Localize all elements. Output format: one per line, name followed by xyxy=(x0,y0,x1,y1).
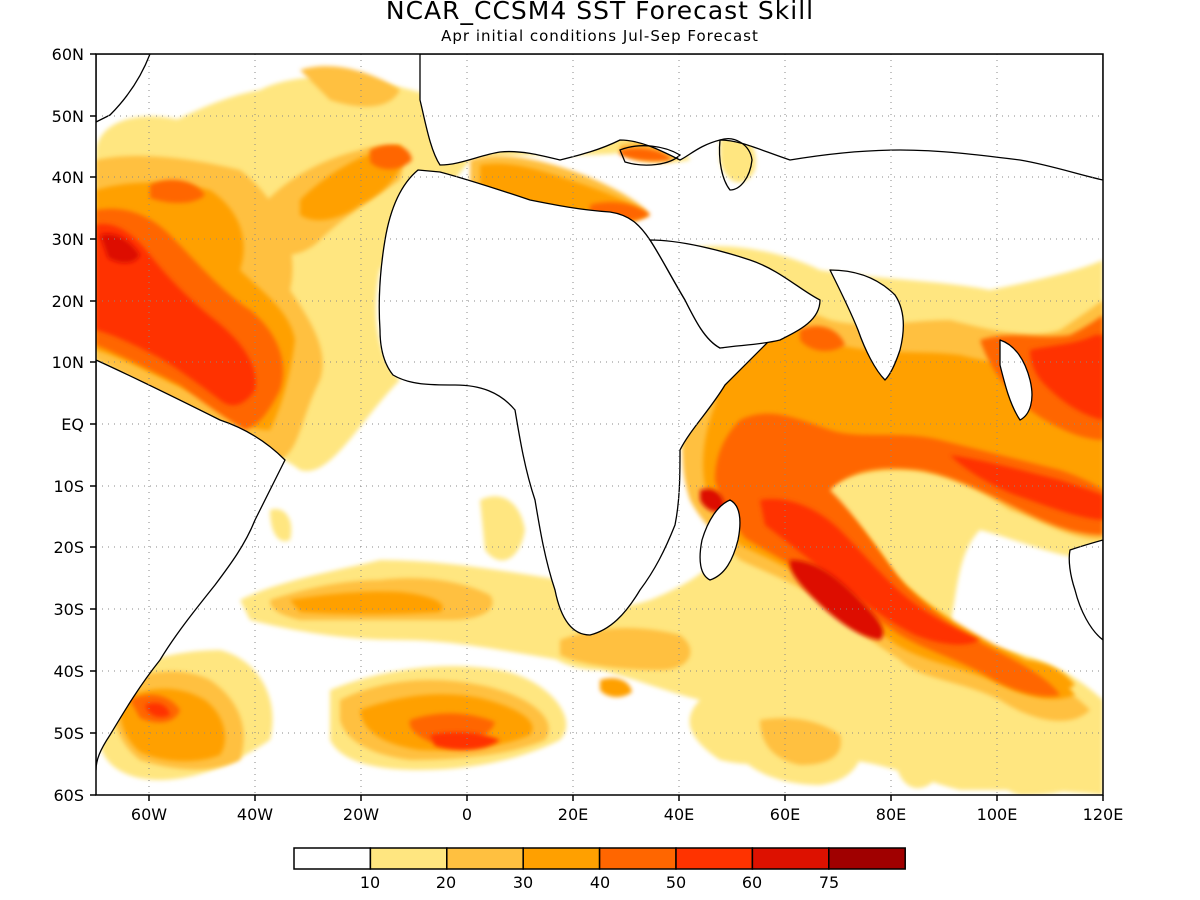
lat-label: 10N xyxy=(52,353,84,372)
colorbar-boxes xyxy=(293,847,906,870)
lat-label: 40S xyxy=(53,662,84,681)
lat-label: 50N xyxy=(52,107,84,126)
lat-labels: 60N 50N 40N 30N 20N 10N EQ 10S 20S 30S 4… xyxy=(52,45,84,805)
colorbar-box xyxy=(828,847,906,870)
lat-label: 40N xyxy=(52,168,84,187)
colorbar-label: 30 xyxy=(513,873,533,892)
lon-label: 120E xyxy=(1083,805,1124,824)
colorbar-labels: 10 20 30 40 50 60 75 xyxy=(360,873,839,892)
lon-label: 20E xyxy=(558,805,588,824)
colorbar: 10 20 30 40 50 60 75 xyxy=(293,847,906,892)
colorbar-box xyxy=(751,847,830,870)
colorbar-box xyxy=(369,847,448,870)
lon-label: 60W xyxy=(131,805,167,824)
madagascar-outline xyxy=(699,499,741,581)
lakes xyxy=(619,138,753,191)
lat-label: 60S xyxy=(53,786,84,805)
lon-label: 40W xyxy=(237,805,273,824)
lat-label: 50S xyxy=(53,724,84,743)
colorbar-box xyxy=(293,847,372,870)
colorbar-label: 40 xyxy=(590,873,610,892)
map-subtitle: Apr initial conditions Jul-Sep Forecast xyxy=(441,27,759,45)
india-outline xyxy=(829,269,904,381)
lon-label: 0 xyxy=(462,805,472,824)
colorbar-label: 50 xyxy=(666,873,686,892)
lat-label: 30S xyxy=(53,600,84,619)
skill-level-50 xyxy=(96,224,1103,750)
colorbar-box xyxy=(675,847,754,870)
lat-label: EQ xyxy=(61,415,84,434)
map-title: NCAR_CCSM4 SST Forecast Skill xyxy=(385,0,815,25)
arabia-outline xyxy=(649,239,821,349)
lat-label: 30N xyxy=(52,230,84,249)
lon-label: 20W xyxy=(343,805,379,824)
lat-label: 10S xyxy=(53,477,84,496)
se-asia-outline xyxy=(999,339,1033,421)
black-sea-outline xyxy=(619,145,682,166)
south-america-outline xyxy=(96,359,286,771)
australia-outline xyxy=(1068,539,1103,641)
lon-label: 100E xyxy=(977,805,1018,824)
lat-label: 20S xyxy=(53,538,84,557)
lon-label: 80E xyxy=(876,805,906,824)
europe-outline xyxy=(419,54,1103,181)
lon-label: 60E xyxy=(770,805,800,824)
lon-labels: 60W 40W 20W 0 20E 40E 60E 80E 100E 120E xyxy=(131,805,1123,824)
colorbar-label: 10 xyxy=(360,873,380,892)
coastlines xyxy=(96,54,1103,771)
lon-label: 40E xyxy=(664,805,694,824)
axis-ticks xyxy=(90,53,1104,801)
lat-label: 20N xyxy=(52,292,84,311)
colorbar-label: 60 xyxy=(742,873,762,892)
caspian-sea-outline xyxy=(718,138,753,191)
colorbar-box xyxy=(522,847,601,870)
skill-level-60 xyxy=(100,233,884,640)
lat-label: 60N xyxy=(52,45,84,64)
colorbar-box xyxy=(446,847,524,870)
colorbar-label: 20 xyxy=(436,873,456,892)
colorbar-label: 75 xyxy=(819,873,839,892)
colorbar-box xyxy=(598,847,677,870)
